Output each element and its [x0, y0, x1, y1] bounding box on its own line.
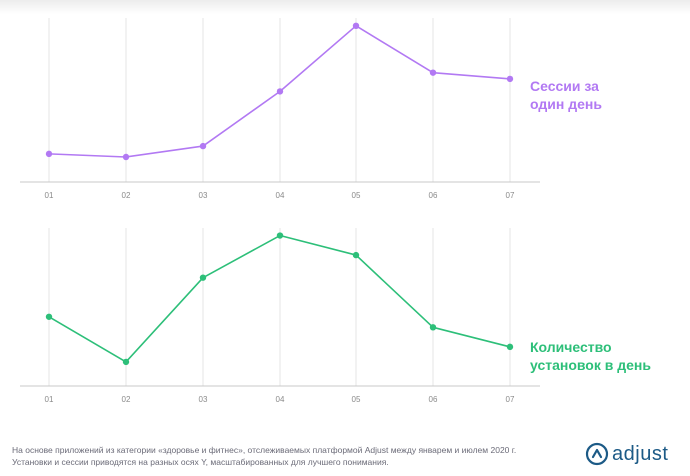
data-point-2-4 [276, 232, 284, 239]
footnote-line1: На основе приложений из категории «здоро… [12, 445, 517, 455]
x-tick-label: 01 [45, 395, 54, 404]
x-tick-label: 01 [45, 191, 54, 200]
footnote: На основе приложений из категории «здоро… [12, 444, 572, 468]
data-point-1-4 [276, 88, 284, 95]
data-point-1-3 [199, 142, 207, 150]
data-point-2-7 [506, 343, 514, 351]
installs-label-line1: Количество [530, 339, 612, 355]
x-tick-label: 06 [429, 191, 438, 200]
installs-legend-label: Количество установок в день [530, 338, 670, 374]
x-tick-label: 03 [199, 395, 208, 404]
data-point-2-2 [122, 358, 130, 366]
x-tick-label: 02 [122, 191, 131, 200]
x-tick-label: 02 [122, 395, 131, 404]
data-point-1-2 [122, 153, 130, 161]
x-tick-label: 04 [276, 191, 285, 200]
sessions-label-line1: Сессии за [530, 78, 599, 94]
x-tick-label: 06 [429, 395, 438, 404]
data-point-1-1 [45, 150, 53, 158]
top-shadow [0, 0, 690, 14]
x-tick-label: 07 [506, 191, 515, 200]
adjust-logo-text: adjust [612, 442, 669, 465]
x-tick-label: 05 [352, 191, 361, 200]
x-tick-label: 04 [276, 395, 285, 404]
x-tick-label: 03 [199, 191, 208, 200]
x-tick-label: 05 [352, 395, 361, 404]
data-point-1-6 [429, 69, 437, 76]
data-point-1-7 [506, 75, 514, 83]
x-tick-label: 07 [506, 395, 515, 404]
installs-label-line2: установок в день [530, 357, 651, 373]
sessions-label-line2: один день [530, 96, 602, 112]
adjust-logo: adjust [585, 441, 668, 467]
sessions-legend-label: Сессии за один день [530, 77, 670, 113]
data-point-1-5 [352, 22, 360, 30]
data-point-2-1 [45, 313, 53, 320]
data-point-2-6 [429, 324, 437, 331]
data-point-2-5 [352, 251, 360, 259]
data-point-2-3 [199, 274, 207, 281]
adjust-logo-icon [585, 442, 609, 466]
footnote-line2: Установки и сессии приводятся на разных … [12, 457, 389, 467]
